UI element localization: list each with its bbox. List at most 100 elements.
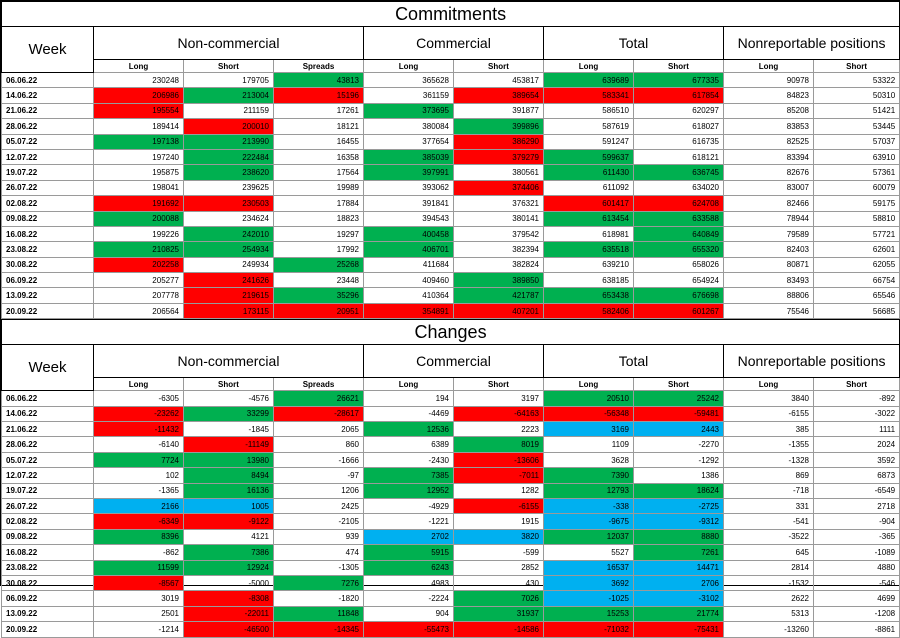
week-cell: 28.06.22 bbox=[1, 436, 94, 453]
value-cell: 35296 bbox=[273, 287, 364, 304]
table-row: 26.07.22 198041 239625 19989 393062 374406 611… bbox=[1, 179, 900, 197]
value-cell: 200088 bbox=[93, 210, 184, 227]
table-row: 19.07.22 195875 238620 17564 397991 380561 611… bbox=[1, 164, 900, 181]
subheader: Spreads bbox=[273, 59, 364, 73]
table-row: 28.06.22 -6140 -11149 860 6389 8019 1109 -2270-… bbox=[1, 436, 900, 453]
value-cell: 211159 bbox=[183, 102, 274, 120]
value-cell: 399896 bbox=[453, 118, 544, 135]
value-cell: -1214 bbox=[93, 621, 184, 638]
group-header-noncommercial: Non-commercial bbox=[93, 26, 364, 60]
value-cell: 197138 bbox=[93, 133, 184, 150]
week-cell: 20.09.22 bbox=[1, 621, 94, 638]
value-cell: 400458 bbox=[363, 225, 454, 243]
table-row: 05.07.22 7724 13980 -1666 -2430 -13606 3628 -12… bbox=[1, 451, 900, 469]
week-cell: 23.08.22 bbox=[1, 559, 94, 576]
value-cell: 206564 bbox=[93, 302, 184, 320]
week-header: Week bbox=[1, 26, 94, 73]
table-row: 06.06.22 -6305 -4576 26621 194 3197 20510 25242… bbox=[1, 390, 900, 407]
value-cell: 189414 bbox=[93, 118, 184, 135]
value-cell: 21774 bbox=[633, 605, 724, 623]
value-cell: -3102 bbox=[633, 590, 724, 607]
value-cell: 638185 bbox=[543, 272, 634, 289]
value-cell: -1365 bbox=[93, 482, 184, 499]
value-cell: 410364 bbox=[363, 287, 454, 304]
value-cell: 33299 bbox=[183, 405, 274, 423]
value-cell: 599637 bbox=[543, 148, 634, 166]
value-cell: 82676 bbox=[723, 164, 814, 181]
value-cell: 197240 bbox=[93, 148, 184, 166]
value-cell: -599 bbox=[453, 544, 544, 561]
week-cell: 06.09.22 bbox=[1, 272, 94, 289]
value-cell: 17992 bbox=[273, 241, 364, 258]
value-cell: 31937 bbox=[453, 605, 544, 623]
value-cell: -1666 bbox=[273, 451, 364, 469]
value-cell: 3840 bbox=[723, 390, 814, 407]
value-cell: 25242 bbox=[633, 390, 724, 407]
value-cell: -1208 bbox=[812, 605, 900, 623]
week-cell: 05.07.22 bbox=[1, 133, 94, 150]
value-cell: 59175 bbox=[812, 195, 900, 212]
value-cell: 616735 bbox=[633, 133, 724, 150]
value-cell: 82403 bbox=[723, 241, 814, 258]
value-cell: 83493 bbox=[723, 272, 814, 289]
value-cell: 3169 bbox=[543, 421, 634, 438]
value-cell: -8861 bbox=[812, 621, 900, 638]
value-cell: 430 bbox=[453, 574, 544, 592]
value-cell: 4983 bbox=[363, 574, 454, 592]
value-cell: 51421 bbox=[812, 102, 900, 120]
week-cell: 21.06.22 bbox=[1, 421, 94, 438]
value-cell: 88806 bbox=[723, 287, 814, 304]
value-cell: 207778 bbox=[93, 287, 184, 304]
value-cell: 1206 bbox=[273, 482, 364, 499]
value-cell: 393062 bbox=[363, 179, 454, 197]
value-cell: 16537 bbox=[543, 559, 634, 576]
value-cell: 421787 bbox=[453, 287, 544, 304]
week-cell: 19.07.22 bbox=[1, 164, 94, 181]
value-cell: 655320 bbox=[633, 241, 724, 258]
week-cell: 02.08.22 bbox=[1, 195, 94, 212]
value-cell: -892 bbox=[812, 390, 900, 407]
value-cell: -55473 bbox=[363, 621, 454, 638]
value-cell: -338 bbox=[543, 497, 634, 515]
value-cell: 474 bbox=[273, 544, 364, 561]
value-cell: 1282 bbox=[453, 482, 544, 499]
value-cell: 1005 bbox=[183, 497, 274, 515]
commitments-body: 06.06.22 230248 179705 43813 365628 453817 639… bbox=[1, 71, 900, 320]
value-cell: 2223 bbox=[453, 421, 544, 438]
value-cell: 83007 bbox=[723, 179, 814, 197]
value-cell: 2501 bbox=[93, 605, 184, 623]
value-cell: 331 bbox=[723, 497, 814, 515]
value-cell: 8396 bbox=[93, 528, 184, 546]
value-cell: -13260 bbox=[723, 621, 814, 638]
group-header-total: Total bbox=[543, 344, 724, 379]
table-row: 21.06.22 195554 211159 17261 373695 391877 586… bbox=[1, 102, 900, 120]
value-cell: 83853 bbox=[723, 118, 814, 135]
value-cell: 601417 bbox=[543, 195, 634, 212]
value-cell: -6155 bbox=[723, 405, 814, 423]
value-cell: 3692 bbox=[543, 574, 634, 592]
value-cell: 90978 bbox=[723, 71, 814, 89]
value-cell: 354891 bbox=[363, 302, 454, 320]
value-cell: 613454 bbox=[543, 210, 634, 227]
table-row: 13.09.22 2501 -22011 11848 904 31937 15253 2177… bbox=[1, 605, 900, 623]
value-cell: 653438 bbox=[543, 287, 634, 304]
value-cell: -11149 bbox=[183, 436, 274, 453]
value-cell: 4121 bbox=[183, 528, 274, 546]
value-cell: -1089 bbox=[812, 544, 900, 561]
value-cell: -365 bbox=[812, 528, 900, 546]
value-cell: 249934 bbox=[183, 256, 274, 274]
subheader: Long bbox=[93, 377, 184, 392]
value-cell: -718 bbox=[723, 482, 814, 499]
value-cell: -1820 bbox=[273, 590, 364, 607]
week-cell: 16.08.22 bbox=[1, 544, 94, 561]
value-cell: 199226 bbox=[93, 225, 184, 243]
value-cell: 406701 bbox=[363, 241, 454, 258]
value-cell: 582406 bbox=[543, 302, 634, 320]
value-cell: 102 bbox=[93, 467, 184, 484]
table-row: 06.06.22 230248 179705 43813 365628 453817 639… bbox=[1, 71, 900, 89]
value-cell: 230248 bbox=[93, 71, 184, 89]
value-cell: 3197 bbox=[453, 390, 544, 407]
value-cell: 380141 bbox=[453, 210, 544, 227]
value-cell: -14345 bbox=[273, 621, 364, 638]
value-cell: -1355 bbox=[723, 436, 814, 453]
